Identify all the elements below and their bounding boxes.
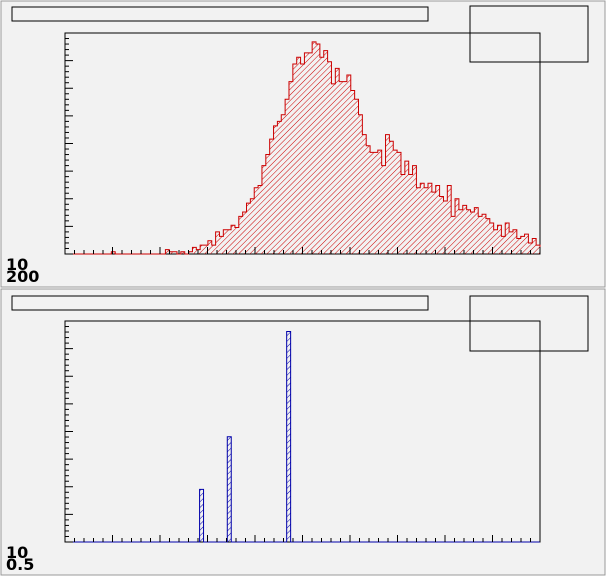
pad-bottom-ylabel-a: 10 [6, 543, 28, 562]
pad-top-ylabel-b: 200 [6, 267, 39, 286]
pad-top-ylabel-a: 10 [6, 255, 28, 274]
pad-bottom-ylabel-b: 0.5 [6, 555, 34, 574]
hist1-fill-area [65, 41, 540, 255]
pad-bottom: 10 0.5 [0, 288, 606, 576]
pad-top: 10 200 [0, 0, 606, 288]
hist2-step-line [65, 331, 540, 543]
hist1-step-line [65, 41, 541, 255]
pad-bottom-title-box [11, 295, 429, 311]
hist1-axis-ticks [64, 32, 541, 255]
pad-top-stats-box [469, 5, 589, 63]
hist2-axis-ticks [64, 320, 541, 543]
pad-bottom-stats-box [469, 295, 589, 352]
pad-top-title-box [11, 6, 429, 22]
